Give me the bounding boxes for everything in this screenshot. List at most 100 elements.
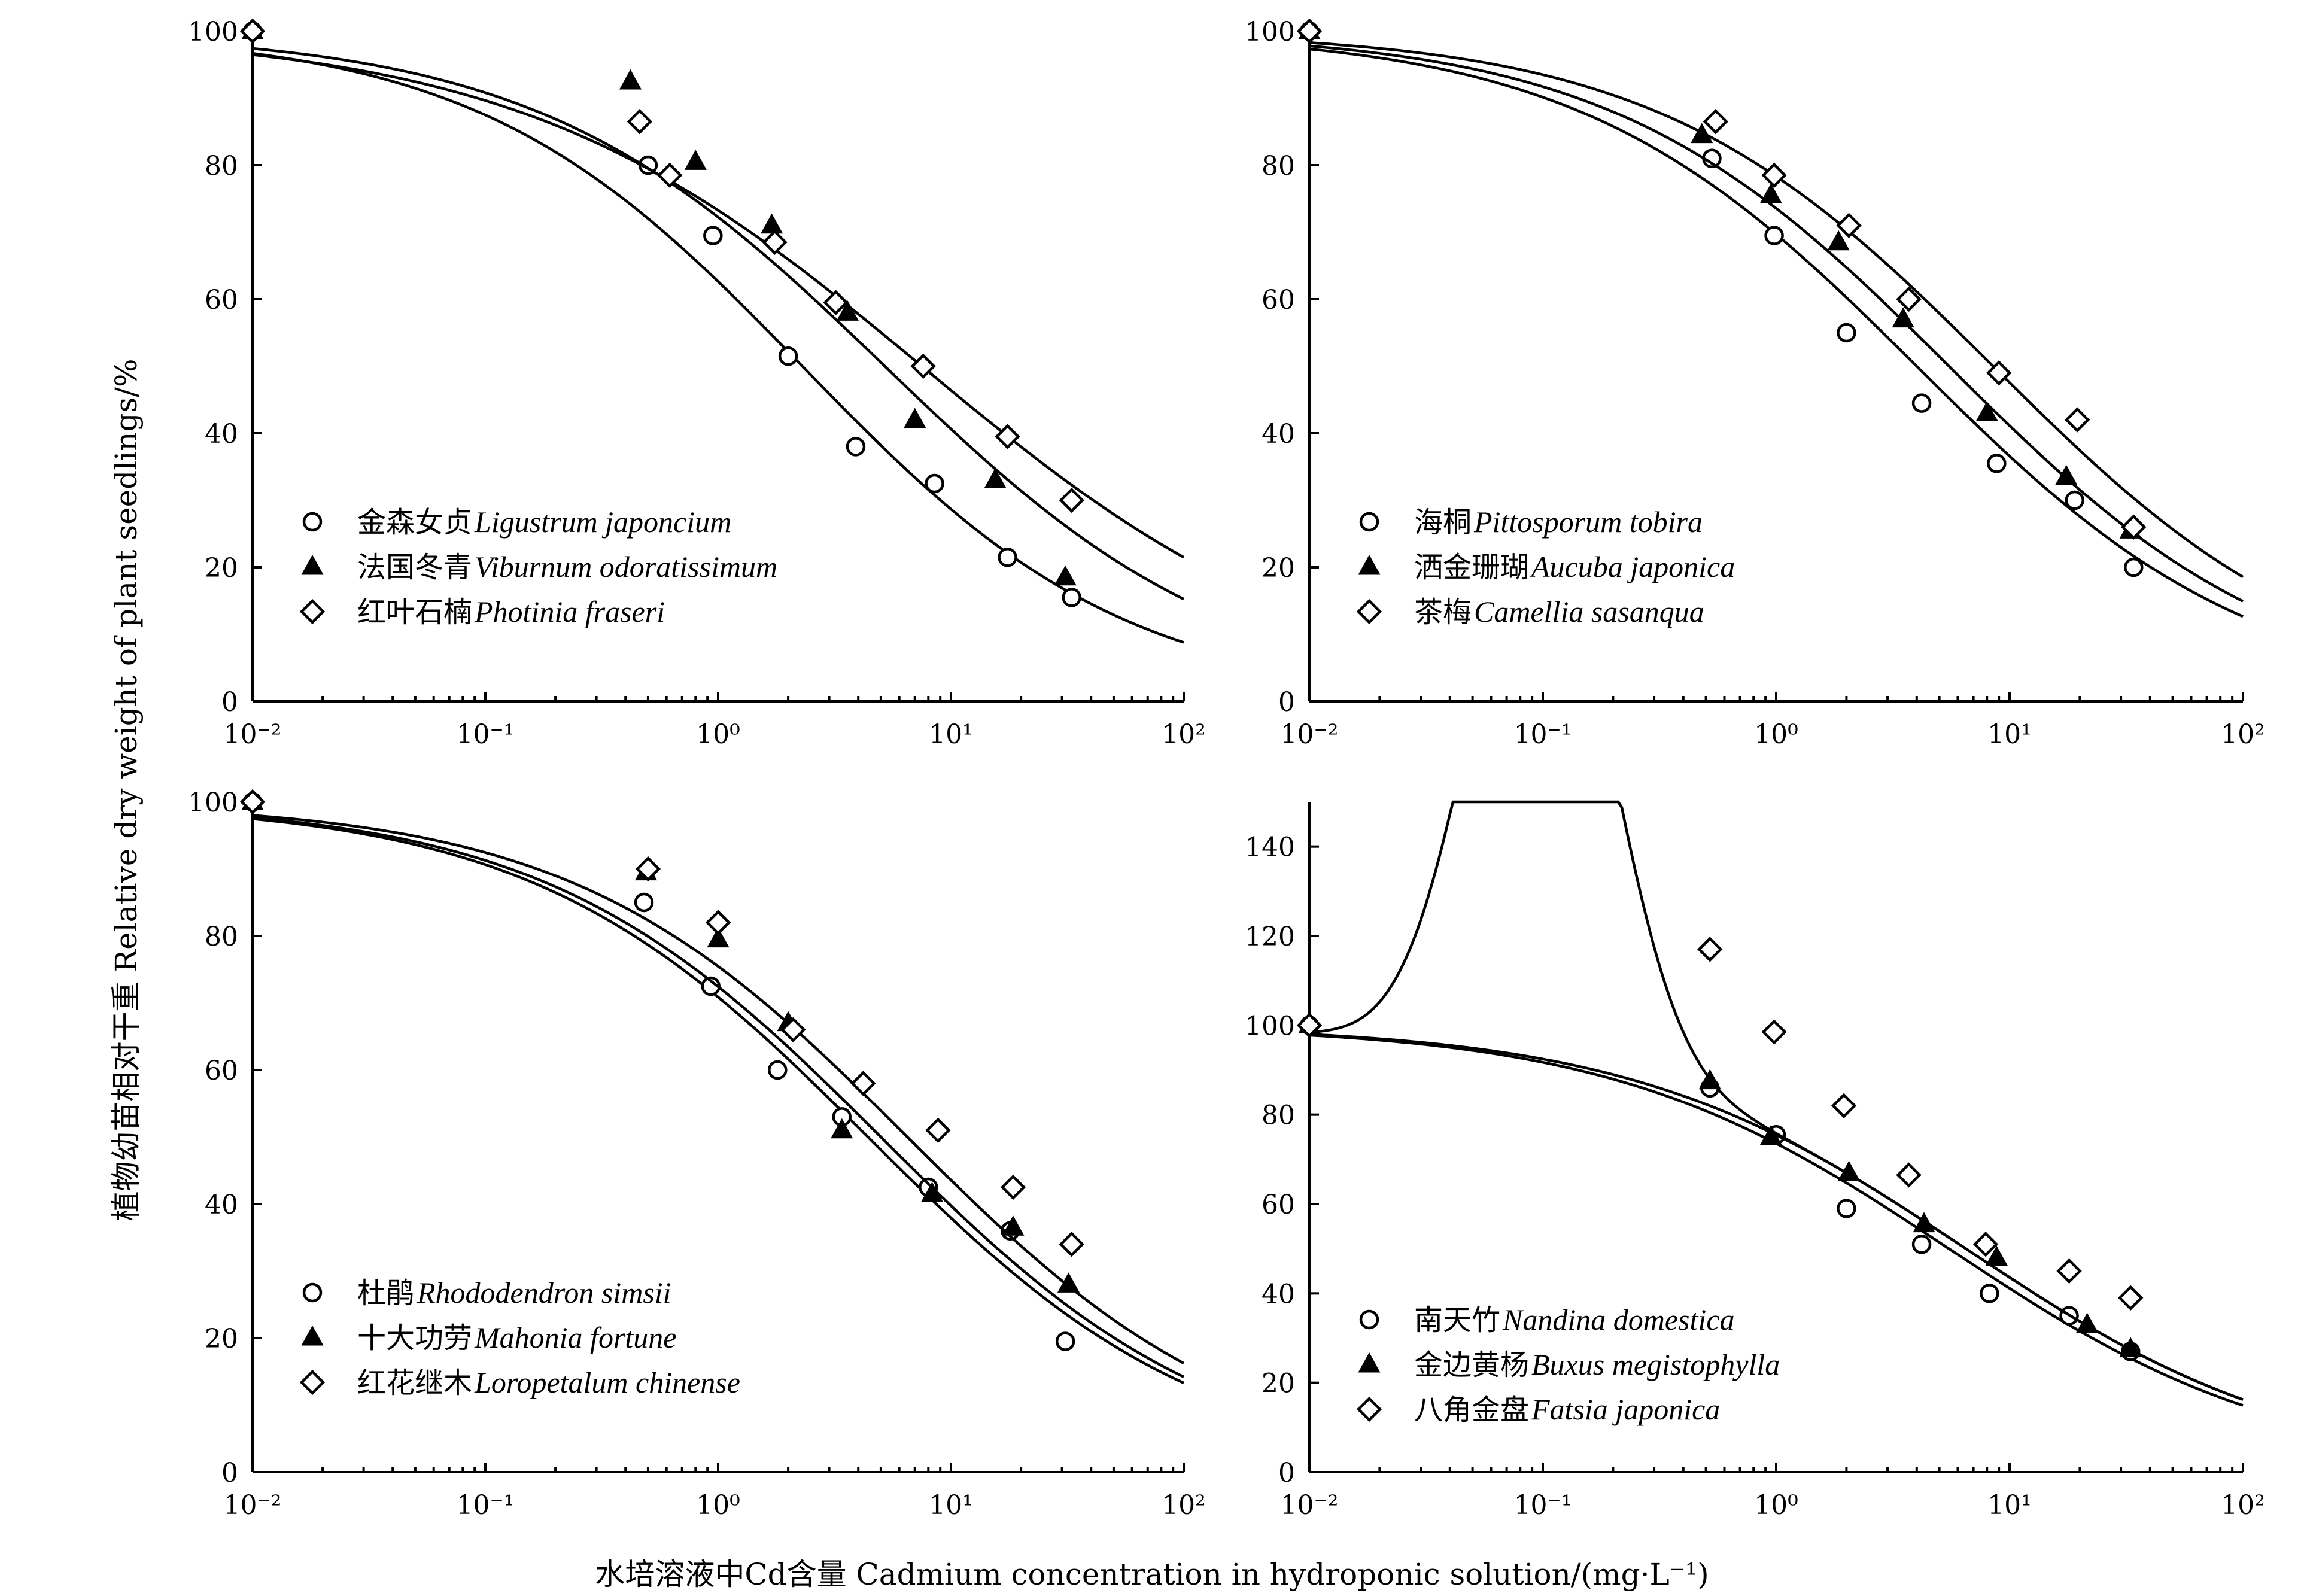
data-point-triangle [920, 1182, 944, 1202]
data-point-diamond [1703, 109, 1728, 135]
x-tick-label: 10² [2221, 1490, 2265, 1521]
y-tick-label: 40 [1262, 419, 1295, 449]
legend-name-latin: Nandina domestica [1502, 1303, 1734, 1336]
fit-curve-circle [252, 817, 1184, 1385]
y-tick-label: 0 [1278, 687, 1295, 718]
data-point-diamond [995, 424, 1020, 449]
x-axis-label-cn: 水培溶液中Cd含量 [595, 1557, 846, 1592]
fit-curve-diamond [1309, 800, 2244, 1401]
data-point-diamond [1000, 1174, 1026, 1200]
data-point-diamond [910, 353, 936, 379]
x-tick-label: 10⁻² [1281, 1490, 1339, 1521]
data-point-diamond [2118, 1285, 2144, 1311]
legend-name-latin: Mahonia fortune [474, 1321, 676, 1354]
y-tick-label: 40 [1262, 1279, 1295, 1309]
legend-entry: 南天竹 Nandina domestica [1414, 1303, 1735, 1337]
data-point-circle [1911, 393, 1932, 413]
y-tick-label: 20 [205, 553, 238, 583]
x-axis-label: 水培溶液中Cd含量 Cadmium concentration in hydro… [595, 1557, 1709, 1592]
legend-entry: 洒金珊瑚 Aucuba japonica [1414, 550, 1735, 584]
y-tick-label: 40 [205, 419, 238, 449]
data-point-diamond [1296, 18, 1323, 44]
legend-name-latin: Aucuba japonica [1530, 550, 1735, 583]
y-tick-label: 40 [205, 1190, 238, 1220]
legend-marker-diamond [299, 1369, 326, 1396]
fit-curve-diamond [252, 814, 1185, 1364]
data-point-triangle [1002, 1215, 1025, 1236]
data-point-circle [634, 892, 654, 913]
y-tick-label: 80 [205, 922, 238, 952]
data-point-diamond [1697, 937, 1723, 962]
data-point-diamond [1761, 162, 1787, 188]
legend-entry: 八角金盘 Fatsia japonica [1414, 1393, 1720, 1427]
data-point-triangle [2055, 464, 2078, 485]
data-point-circle [925, 473, 944, 494]
fit-curve-circle [252, 51, 1184, 644]
data-point-diamond [635, 856, 661, 882]
fit-curve-triangle [252, 47, 1184, 601]
data-point-diamond [823, 290, 849, 315]
y-tick-label: 80 [1262, 1101, 1295, 1131]
legend-name-latin: Buxus megistophylla [1531, 1348, 1780, 1381]
data-point-circle [703, 226, 723, 245]
legend-name-cn: 金边黄杨 [1414, 1348, 1529, 1382]
legend-name-cn: 金森女贞 [357, 506, 472, 539]
legend-name-latin: Fatsia japonica [1531, 1393, 1720, 1426]
legend-name-cn: 海桐 [1414, 506, 1472, 539]
data-point-circle [1837, 1199, 1856, 1218]
data-point-diamond [1896, 286, 1922, 312]
data-point-triangle [1892, 307, 1914, 328]
y-tick-label: 60 [1262, 285, 1295, 315]
legend-name-cn: 南天竹 [1414, 1303, 1500, 1337]
fit-curve-triangle [252, 816, 1184, 1378]
data-point-triangle [1057, 1272, 1080, 1293]
legend-marker-circle [302, 512, 323, 532]
data-point-circle [1055, 1331, 1075, 1351]
data-point-diamond [2064, 407, 2090, 433]
y-tick-label: 0 [1278, 1458, 1295, 1488]
legend-name-cn: 洒金珊瑚 [1414, 551, 1529, 584]
x-tick-label: 10⁻¹ [457, 719, 515, 750]
legend-name-latin: Pittosporum tobira [1473, 505, 1703, 539]
data-point-circle [1062, 588, 1081, 607]
data-point-diamond [1986, 360, 2012, 386]
legend-name-cn: 茶梅 [1414, 595, 1472, 629]
fit-curve-triangle [1309, 44, 2244, 603]
legend-marker-triangle [301, 1325, 324, 1346]
x-tick-label: 10¹ [929, 1490, 973, 1521]
legend-entry: 红花继木 Loropetalum chinense [357, 1366, 740, 1400]
y-tick-label: 60 [205, 1056, 238, 1086]
x-tick-label: 10² [1162, 719, 1206, 750]
data-point-diamond [2056, 1258, 2082, 1284]
legend-marker-diamond [1356, 1396, 1382, 1422]
legend-entry: 十大功劳 Mahonia fortune [357, 1321, 677, 1355]
legend-name-latin: Ligustrum japoncium [474, 505, 731, 539]
legend-marker-circle [302, 1282, 323, 1303]
legend-entry: 海桐 Pittosporum tobira [1414, 505, 1703, 539]
data-point-diamond [1761, 1019, 1787, 1045]
data-point-circle [1987, 454, 2007, 473]
data-point-circle [2124, 557, 2144, 577]
chart-top-right: 0 20 40 60 80 100 10⁻² 10⁻¹ 10⁰ 10¹ 10² 海桐 Pittospo… [1245, 17, 2265, 750]
legend-name-cn: 法国冬青 [357, 551, 472, 584]
data-point-triangle [1985, 1245, 2008, 1266]
fit-curve-diamond [252, 53, 1185, 559]
legend-marker-triangle [301, 554, 324, 575]
data-point-triangle [984, 468, 1007, 488]
data-point-circle [998, 547, 1017, 567]
legend-marker-diamond [1356, 598, 1382, 625]
y-tick-label: 20 [205, 1324, 238, 1354]
legend-name-cn: 十大功劳 [357, 1321, 472, 1355]
data-point-diamond [705, 910, 731, 935]
x-tick-label: 10⁰ [696, 719, 740, 750]
data-point-diamond [239, 789, 266, 815]
data-point-diamond [1831, 1093, 1857, 1118]
y-tick-label: 100 [1245, 17, 1295, 47]
data-point-diamond [780, 1017, 806, 1042]
data-point-circle [1911, 1234, 1932, 1254]
x-tick-label: 10⁻² [224, 719, 282, 750]
legend-name-cn: 八角金盘 [1414, 1393, 1529, 1427]
data-point-diamond [1059, 1232, 1084, 1257]
y-tick-label: 100 [1245, 1011, 1295, 1041]
